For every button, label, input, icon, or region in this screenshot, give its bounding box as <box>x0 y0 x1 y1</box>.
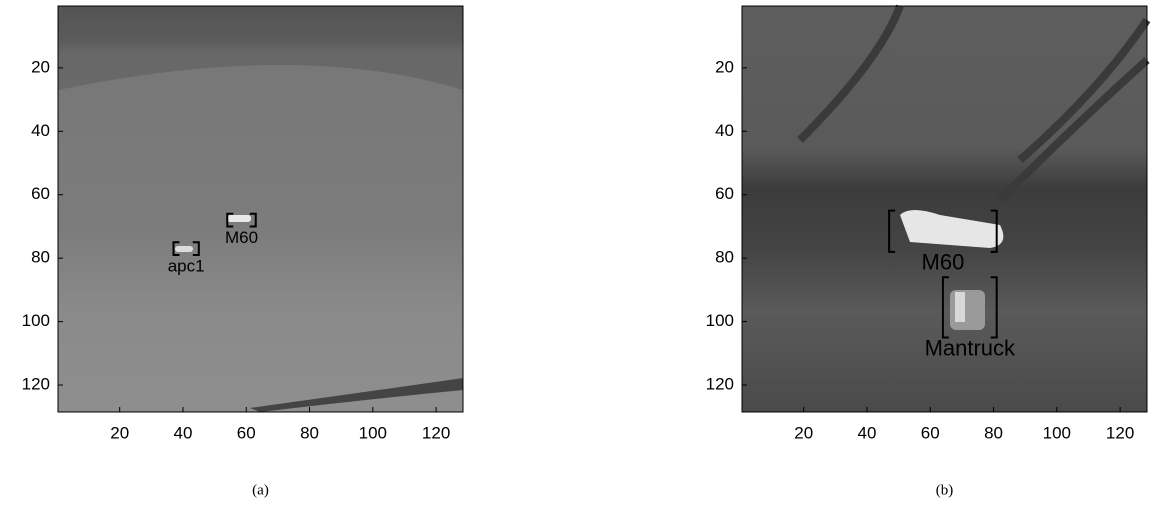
image-b <box>742 4 1151 412</box>
y-tick-label: 80 <box>31 248 50 267</box>
bracket-right <box>192 241 200 256</box>
y-tick-label: 40 <box>715 121 734 140</box>
bracket-left <box>226 212 234 228</box>
y-tick-label: 80 <box>715 248 734 267</box>
annotation-label: Mantruck <box>925 335 1016 360</box>
y-tick-label: 60 <box>31 184 50 203</box>
bracket-left <box>941 276 949 339</box>
x-tick-label: 120 <box>422 423 450 442</box>
caption: (a) <box>252 482 269 498</box>
annotation-label: apc1 <box>168 256 205 275</box>
x-tick-label: 40 <box>858 423 877 442</box>
bracket-right <box>990 276 998 339</box>
bracket-right <box>249 212 257 228</box>
x-tick-label: 100 <box>1043 423 1071 442</box>
x-tick-label: 40 <box>174 423 193 442</box>
y-tick-label: 20 <box>31 57 50 76</box>
y-tick-label: 120 <box>706 375 734 394</box>
x-tick-label: 80 <box>984 423 1003 442</box>
image-a <box>58 6 463 412</box>
y-tick-label: 100 <box>706 311 734 330</box>
axes-frame <box>741 5 1148 413</box>
axes-frame <box>57 5 464 413</box>
y-tick-label: 100 <box>22 311 50 330</box>
annotation-label: M60 <box>225 228 258 247</box>
y-tick-label: 20 <box>715 57 734 76</box>
x-tick-label: 20 <box>794 423 813 442</box>
y-tick-label: 40 <box>31 121 50 140</box>
caption: (b) <box>936 482 954 498</box>
x-tick-label: 60 <box>921 423 940 442</box>
bracket-left <box>172 241 180 256</box>
annotation-label: M60 <box>922 250 965 275</box>
y-tick-label: 120 <box>22 375 50 394</box>
x-tick-label: 80 <box>300 423 319 442</box>
x-tick-label: 60 <box>237 423 256 442</box>
x-tick-label: 20 <box>110 423 129 442</box>
y-tick-label: 60 <box>715 184 734 203</box>
bracket-left <box>888 209 896 253</box>
x-tick-label: 100 <box>359 423 387 442</box>
x-tick-label: 120 <box>1106 423 1134 442</box>
bracket-right <box>990 209 998 253</box>
